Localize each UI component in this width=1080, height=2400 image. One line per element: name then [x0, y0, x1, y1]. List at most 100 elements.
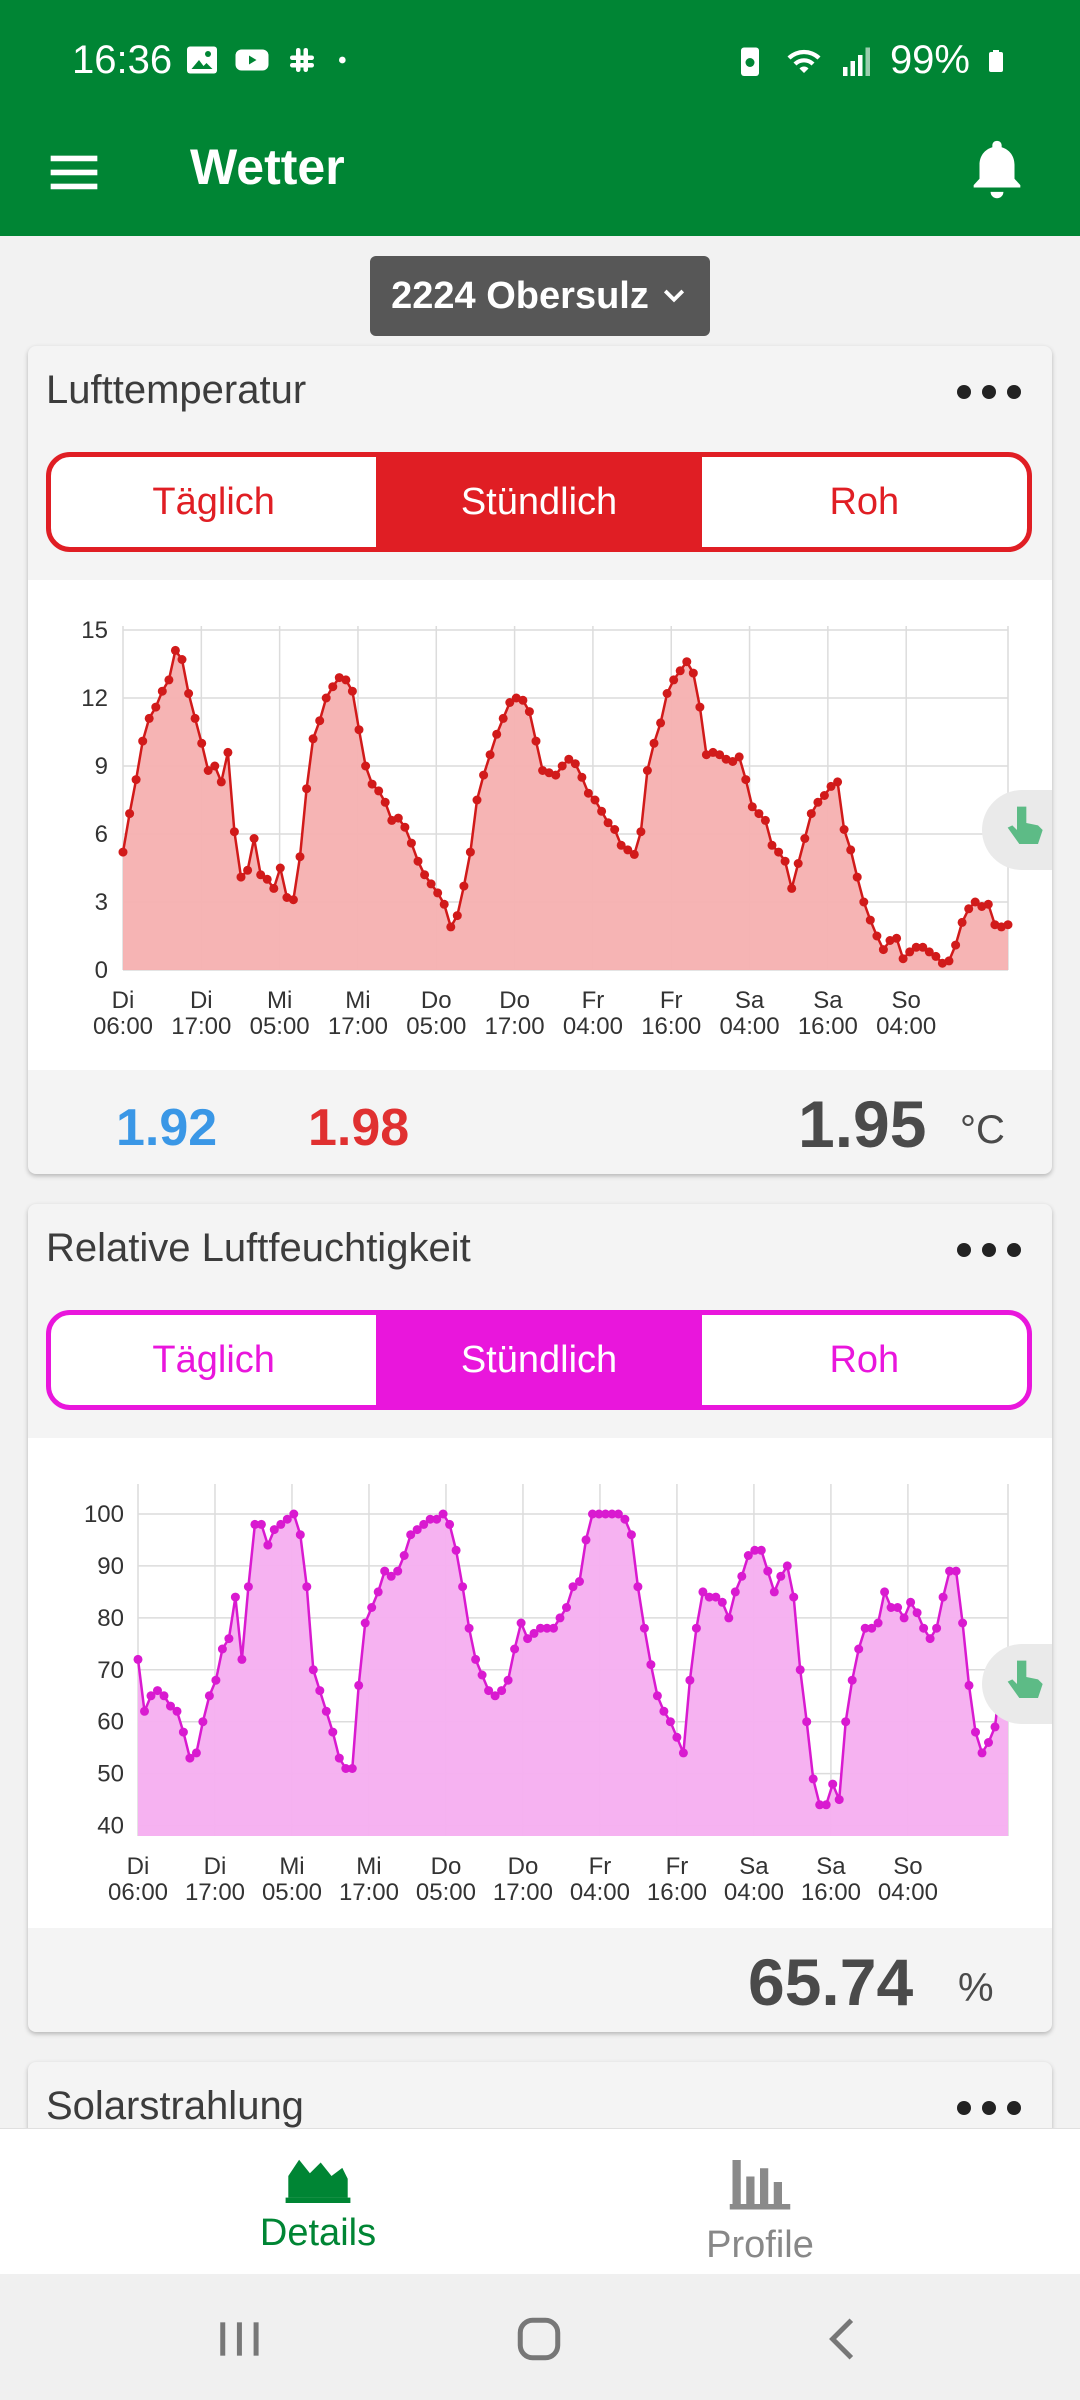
data-point — [328, 1727, 338, 1737]
more-options-icon[interactable] — [954, 382, 1024, 402]
x-tick-label: 05:00 — [250, 1013, 310, 1040]
data-point — [178, 1727, 188, 1737]
hamburger-menu-icon[interactable] — [46, 144, 102, 200]
youtube-icon — [235, 49, 269, 71]
swipe-hand-icon[interactable] — [982, 790, 1052, 870]
data-point — [787, 883, 797, 893]
data-point — [230, 1592, 240, 1602]
status-bar: 16:36 99% — [0, 0, 1080, 120]
data-point — [250, 1519, 260, 1529]
tab-raw[interactable]: Roh — [829, 480, 900, 523]
data-point — [633, 1582, 643, 1592]
data-point — [872, 931, 882, 941]
data-point — [695, 702, 705, 712]
interval-tabs: Täglich Stündlich Roh — [46, 1310, 1032, 1410]
more-options-icon[interactable] — [954, 2098, 1024, 2118]
data-point — [834, 1795, 844, 1805]
data-point — [243, 1582, 253, 1592]
data-point — [977, 1748, 987, 1758]
system-status: 99% — [732, 38, 1008, 83]
more-options-icon[interactable] — [954, 1240, 1024, 1260]
data-point — [393, 813, 403, 823]
data-point — [452, 911, 462, 921]
data-point — [717, 1597, 727, 1607]
data-point — [492, 729, 502, 739]
series-line — [121, 647, 1009, 965]
data-point — [685, 1675, 695, 1685]
data-point — [505, 698, 515, 707]
data-point — [730, 1587, 740, 1597]
tab-hourly[interactable]: Stündlich — [376, 457, 702, 547]
data-point — [865, 915, 875, 925]
data-point — [373, 1587, 383, 1597]
data-point — [852, 872, 862, 882]
data-point — [203, 766, 213, 775]
back-icon[interactable] — [818, 2314, 868, 2364]
data-point — [151, 702, 161, 712]
data-point — [924, 947, 934, 957]
data-point — [964, 904, 974, 914]
data-point — [828, 1779, 838, 1789]
x-tick-label: 04:00 — [720, 1013, 780, 1040]
x-tick-label: Di — [127, 1853, 150, 1880]
x-tick-label: 17:00 — [328, 1013, 388, 1040]
home-icon[interactable] — [514, 2314, 564, 2364]
x-tick-label: Do — [508, 1853, 539, 1880]
data-point — [867, 1623, 877, 1633]
x-tick-label: 17:00 — [493, 1879, 553, 1906]
humidity-footer: 65.74 % — [28, 1936, 1052, 2032]
data-point — [826, 781, 836, 791]
data-point — [464, 1623, 474, 1633]
x-tick-label: 17:00 — [185, 1879, 245, 1906]
x-tick-label: 04:00 — [724, 1879, 784, 1906]
chevron-down-icon — [663, 289, 684, 303]
data-point — [321, 693, 331, 703]
data-point — [698, 1587, 708, 1597]
data-point — [529, 1628, 539, 1638]
x-tick-label: Fr — [666, 1853, 689, 1880]
data-point — [568, 1582, 578, 1592]
data-point — [938, 1592, 948, 1602]
data-point — [282, 1514, 292, 1524]
tab-daily[interactable]: Täglich — [152, 480, 275, 523]
recent-apps-icon[interactable] — [214, 2314, 264, 2364]
data-point — [649, 738, 659, 748]
data-point — [769, 1587, 779, 1597]
data-point — [691, 1623, 701, 1633]
slack-icon — [290, 48, 314, 72]
data-point — [925, 1634, 935, 1644]
data-point — [334, 1753, 344, 1763]
swipe-hand-icon[interactable] — [982, 1644, 1052, 1724]
data-point — [970, 897, 980, 907]
tab-daily[interactable]: Täglich — [152, 1338, 275, 1381]
tab-raw[interactable]: Roh — [829, 1338, 900, 1381]
station-dropdown[interactable]: 2224 Obersulz — [370, 256, 710, 336]
data-point — [315, 1686, 325, 1696]
nav-details-label: Details — [259, 2212, 377, 2254]
data-point — [341, 1764, 351, 1773]
data-point — [756, 1545, 766, 1555]
tab-hourly[interactable]: Stündlich — [376, 1315, 702, 1405]
bell-icon[interactable] — [962, 130, 1032, 210]
x-tick-label: Fr — [589, 1853, 612, 1880]
signal-icon — [842, 47, 870, 76]
page-title: Wetter — [190, 139, 345, 195]
data-point — [347, 686, 357, 696]
nav-profile-label: Profile — [706, 2224, 814, 2266]
data-point — [878, 945, 888, 955]
data-point — [153, 1686, 162, 1696]
data-point — [289, 1509, 299, 1519]
nav-details[interactable]: Details — [168, 2149, 468, 2255]
nav-profile[interactable]: Profile — [610, 2149, 910, 2267]
data-point — [197, 738, 207, 748]
data-point — [118, 847, 128, 857]
data-point — [808, 1774, 818, 1784]
data-point — [224, 1634, 234, 1644]
data-point — [302, 1582, 312, 1592]
data-point — [750, 1545, 760, 1555]
data-point — [971, 1727, 980, 1737]
card-title: Lufttemperatur — [46, 368, 307, 412]
x-tick-label: 16:00 — [798, 1013, 858, 1040]
data-point — [412, 1525, 422, 1535]
data-point — [964, 1680, 974, 1690]
